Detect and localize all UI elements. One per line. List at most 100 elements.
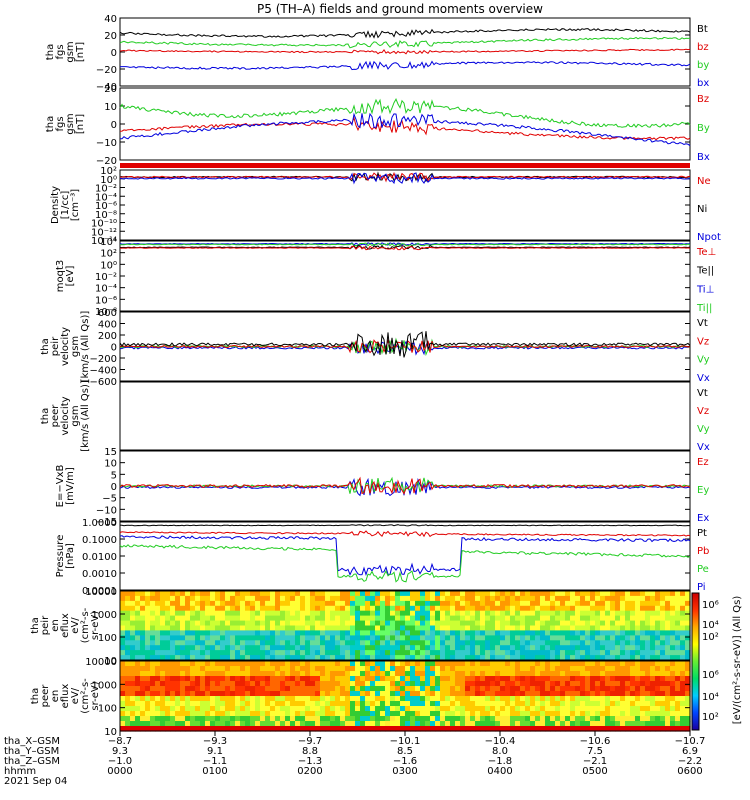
spectrogram-cell: [560, 726, 566, 732]
spectrogram-cell: [260, 696, 266, 702]
spectrogram-cell: [225, 706, 231, 712]
spectrogram-cell: [205, 630, 211, 636]
spectrogram-cell: [655, 600, 661, 607]
ylabel-line: Density: [50, 186, 61, 224]
spectrogram-cell: [140, 711, 146, 717]
spectrogram-cell: [250, 696, 256, 702]
spectrogram-cell: [565, 620, 571, 627]
spectrogram-cell: [385, 630, 391, 636]
spectrogram-cell: [530, 650, 536, 656]
spectrogram-cell: [265, 666, 271, 672]
spectrogram-cell: [530, 696, 536, 702]
spectrogram-cell: [675, 655, 681, 661]
spectrogram-cell: [475, 711, 481, 717]
spectrogram-cell: [585, 595, 591, 602]
spectrogram-cell: [125, 706, 131, 712]
spectrogram-cell: [245, 635, 251, 641]
spectrogram-cell: [130, 696, 136, 702]
spectrogram-cell: [445, 706, 451, 712]
spectrogram-cell: [660, 716, 666, 722]
spectrogram-cell: [665, 615, 671, 622]
spectrogram-cell: [440, 591, 446, 597]
spectrogram-cell: [650, 655, 656, 661]
spectrogram-cell: [190, 701, 196, 707]
spectrogram-cell: [340, 605, 346, 612]
spectrogram-cell: [340, 655, 346, 661]
spectrogram-cell: [230, 635, 236, 641]
spectrogram-cell: [640, 696, 646, 702]
ytick-label: 0.0001: [82, 586, 117, 597]
spectrogram-cell: [340, 650, 346, 656]
spectrogram-cell: [135, 591, 141, 597]
spectrogram-cell: [280, 691, 286, 697]
ytick-label: 0: [111, 482, 117, 493]
spectrogram-cell: [530, 721, 536, 727]
spectrogram-cell: [250, 721, 256, 727]
spectrogram-cell: [650, 615, 656, 622]
spectrogram-cell: [660, 721, 666, 727]
spectrogram-cell: [205, 661, 211, 667]
spectrogram-cell: [375, 610, 381, 617]
spectrogram-cell: [410, 671, 416, 677]
spectrogram-cell: [635, 600, 641, 607]
spectrogram-cell: [185, 650, 191, 656]
spectrogram-cell: [310, 701, 316, 707]
spectrogram-cell: [290, 615, 296, 622]
spectrogram-cell: [130, 676, 136, 682]
spectrogram-cell: [440, 655, 446, 661]
spectrogram-cell: [365, 605, 371, 612]
spectrogram-cell: [685, 696, 691, 702]
spectrogram-cell: [680, 691, 686, 697]
spectrogram-cell: [550, 625, 556, 631]
spectrogram-cell: [420, 701, 426, 707]
spectrogram-cell: [680, 676, 686, 682]
spectrogram-cell: [650, 625, 656, 631]
spectrogram-cell: [550, 635, 556, 641]
spectrogram-cell: [260, 711, 266, 717]
spectrogram-cell: [585, 630, 591, 636]
spectrogram-cell: [395, 615, 401, 622]
spectrogram-cell: [675, 635, 681, 641]
spectrogram-cell: [250, 691, 256, 697]
spectrogram-cell: [575, 620, 581, 627]
spectrogram-cell: [500, 600, 506, 607]
spectrogram-cell: [470, 630, 476, 636]
spectrogram-cell: [340, 661, 346, 667]
spectrogram-cell: [670, 701, 676, 707]
spectrogram-cell: [140, 630, 146, 636]
spectrogram-cell: [360, 591, 366, 597]
spectrogram-cell: [590, 716, 596, 722]
spectrogram-cell: [345, 591, 351, 597]
spectrogram-cell: [540, 600, 546, 607]
spectrogram-cell: [635, 591, 641, 597]
spectrogram-cell: [190, 591, 196, 597]
spectrogram-cell: [640, 635, 646, 641]
spectrogram-cell: [570, 645, 576, 651]
spectrogram-cell: [440, 681, 446, 687]
spectrogram-cell: [555, 640, 561, 646]
spectrogram-cell: [410, 625, 416, 631]
spectrogram-cell: [610, 671, 616, 677]
spectrogram-cell: [340, 716, 346, 722]
panel-density: 10²10⁰10⁻²10⁻⁴10⁻⁶10⁻⁸10⁻¹⁰10⁻¹²10⁻¹⁴Den…: [50, 166, 721, 247]
spectrogram-cell: [355, 706, 361, 712]
spectrogram-cell: [410, 640, 416, 646]
spectrogram-cell: [310, 591, 316, 597]
spectrogram-cell: [570, 650, 576, 656]
spectrogram-cell: [405, 650, 411, 656]
spectrogram-cell: [520, 605, 526, 612]
spectrogram-cell: [590, 625, 596, 631]
spectrogram-cell: [480, 630, 486, 636]
spectrogram-cell: [525, 630, 531, 636]
spectrogram-cell: [360, 620, 366, 627]
spectrogram-cell: [130, 716, 136, 722]
spectrogram-cell: [495, 701, 501, 707]
spectrogram-cell: [465, 655, 471, 661]
spectrogram-cell: [170, 650, 176, 656]
spectrogram-cell: [675, 726, 681, 732]
spectrogram-cell: [220, 666, 226, 672]
spectrogram-cell: [590, 591, 596, 597]
spectrogram-cell: [255, 591, 261, 597]
